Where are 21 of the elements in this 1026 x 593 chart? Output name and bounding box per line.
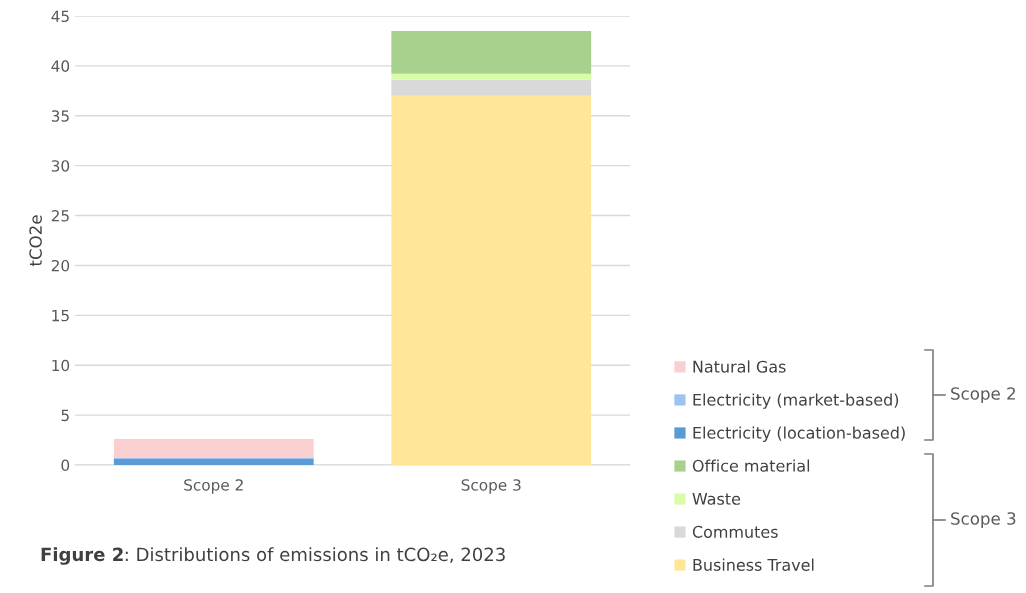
legend-label: Electricity (market-based) — [693, 393, 899, 409]
legend-label: Commutes — [692, 525, 778, 538]
y-tick-label: 10 — [52, 359, 70, 372]
y-tick-label: 25 — [51, 210, 69, 222]
y-tick-label: 35 — [51, 110, 69, 122]
y-tick-label: 0 — [61, 459, 70, 472]
caption: Figure 2: Distributions of emissions in tCO₂e, 2023 — [41, 547, 505, 565]
text: Scope 2 — [951, 387, 1016, 404]
y-tick-label: 30 — [51, 160, 70, 172]
legend-label: Office material — [692, 459, 810, 472]
y-axis-title: tCO2e — [29, 215, 42, 267]
legend-label: Waste — [692, 492, 741, 505]
legend-label: Natural Gas — [693, 360, 786, 373]
legend-label: Business Travel — [693, 558, 814, 571]
y-tick-label: 15 — [52, 310, 69, 322]
y-tick-label: 20 — [51, 259, 70, 272]
text: Scope 3 — [951, 512, 1016, 529]
y-tick-label: 40 — [51, 60, 70, 72]
y-tick-label: 45 — [51, 10, 69, 23]
legend-label: Electricity (location-based) — [693, 426, 905, 442]
y-tick-label: 5 — [61, 409, 69, 422]
